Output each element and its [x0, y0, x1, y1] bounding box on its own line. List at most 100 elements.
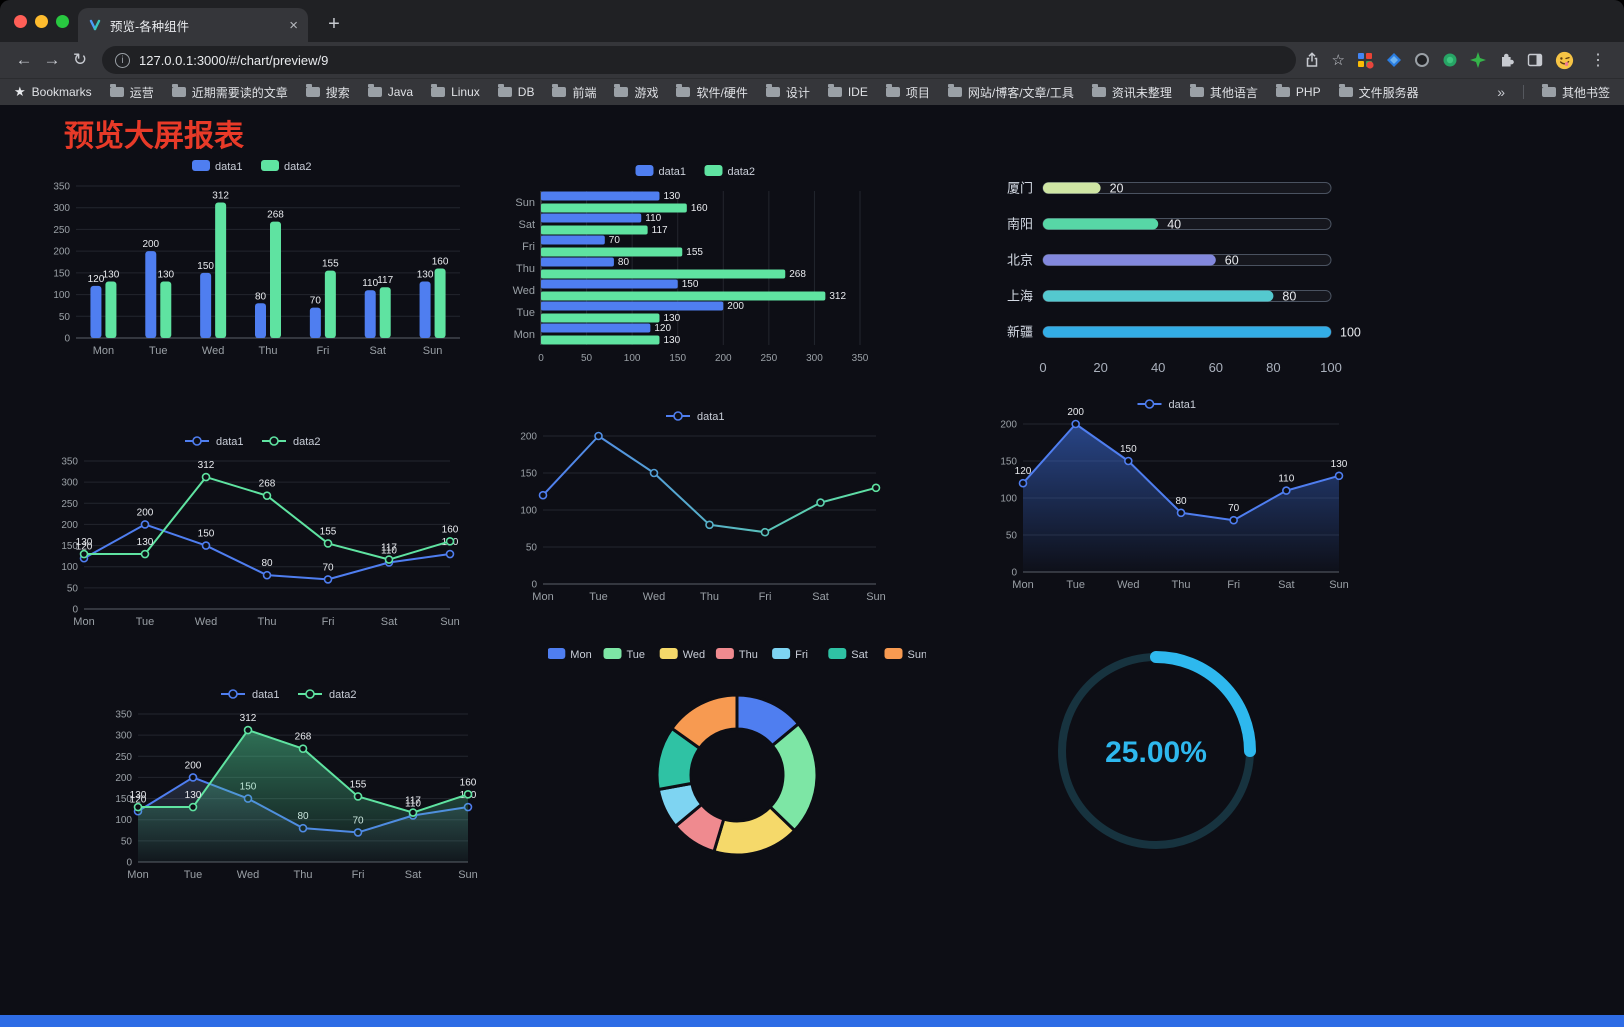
svg-text:Fri: Fri: [316, 345, 329, 357]
svg-text:Tue: Tue: [1066, 579, 1085, 591]
bookmark-folder[interactable]: 文件服务器: [1338, 84, 1419, 101]
bookmark-folder[interactable]: 前端: [552, 84, 596, 101]
svg-text:130: 130: [76, 537, 93, 548]
svg-text:150: 150: [1120, 444, 1137, 455]
svg-text:130: 130: [663, 313, 680, 324]
bookmarks-overflow-button[interactable]: »: [1497, 84, 1505, 100]
bookmark-folder[interactable]: 网站/博客/文章/工具: [947, 84, 1074, 101]
other-bookmarks-label: 其他书签: [1561, 85, 1610, 100]
svg-text:Sat: Sat: [381, 616, 398, 628]
svg-text:200: 200: [1000, 420, 1017, 431]
bookmark-folder[interactable]: 设计: [765, 84, 810, 101]
new-tab-button[interactable]: +: [328, 12, 340, 35]
bookmark-star-icon[interactable]: ☆: [1331, 52, 1345, 69]
svg-text:Mon: Mon: [514, 329, 535, 341]
window-controls: [14, 15, 69, 28]
svg-text:200: 200: [137, 507, 154, 518]
bookmark-folder[interactable]: 运营: [109, 84, 154, 101]
forward-button[interactable]: →: [43, 50, 61, 69]
folder-icon: [171, 84, 186, 97]
svg-text:Thu: Thu: [1172, 579, 1191, 591]
svg-text:Thu: Thu: [258, 616, 277, 628]
share-icon[interactable]: [1304, 52, 1320, 68]
bookmark-folder[interactable]: 近期需要读的文章: [171, 84, 288, 101]
profile-avatar[interactable]: [1555, 51, 1574, 70]
bookmark-folder[interactable]: 资讯未整理: [1091, 84, 1172, 101]
extensions-puzzle-icon[interactable]: [1498, 52, 1515, 69]
reload-button[interactable]: ↻: [72, 50, 88, 69]
extension-ring-icon[interactable]: [1414, 52, 1430, 68]
toolbar-right-icons: ☆: [1304, 50, 1614, 70]
close-window-button[interactable]: [14, 15, 27, 28]
browser-tab[interactable]: 预览-各种组件 ×: [78, 8, 308, 42]
bookmark-folder[interactable]: DB: [497, 84, 534, 99]
other-bookmarks-button[interactable]: 其他书签: [1541, 84, 1610, 101]
svg-text:100: 100: [53, 290, 70, 301]
svg-text:Sun: Sun: [1329, 579, 1349, 591]
svg-text:Wed: Wed: [202, 345, 224, 357]
svg-text:Wed: Wed: [195, 616, 217, 628]
bookmark-folder[interactable]: 软件/硬件: [676, 84, 748, 101]
browser-menu-icon[interactable]: ⋮: [1590, 52, 1606, 69]
bookmark-folder[interactable]: IDE: [827, 84, 868, 99]
svg-text:300: 300: [61, 478, 78, 489]
bookmarks-root-button[interactable]: ★ Bookmarks: [14, 84, 92, 100]
city-progress-chart: 厦门 20 南阳 40 北京 60 上海 80 新疆 100 0 20 40 60 80 100: [993, 160, 1365, 380]
extension-green-circle-icon[interactable]: [1442, 52, 1458, 68]
extension-star-icon[interactable]: [1470, 52, 1486, 68]
bookmark-folder[interactable]: 游戏: [614, 84, 658, 101]
folder-icon: [497, 84, 512, 97]
extension-grid-icon[interactable]: [1357, 52, 1374, 69]
folder-icon: [431, 84, 446, 97]
svg-text:Tue: Tue: [589, 591, 608, 603]
side-panel-icon[interactable]: [1527, 52, 1543, 68]
svg-text:155: 155: [686, 247, 703, 258]
svg-text:Sun: Sun: [908, 649, 927, 661]
bookmark-folder[interactable]: 项目: [885, 84, 930, 101]
url-text[interactable]: 127.0.0.1:3000/#/chart/preview/9: [139, 52, 329, 68]
dashboard-preview-page: 预览大屏报表 data1 data2 0 50 100 150 200 250 300 350 Mo…: [0, 105, 1624, 1015]
weekly-bar-chart: data1 data2 0 50 100 150 200 250 300 350 Mon Tue Wed…: [38, 150, 470, 362]
svg-text:data1: data1: [697, 411, 725, 423]
svg-text:Fri: Fri: [759, 591, 772, 603]
bookmarks-star-icon: ★: [14, 84, 26, 99]
site-info-icon[interactable]: i: [115, 52, 130, 68]
svg-text:300: 300: [53, 203, 70, 214]
bottom-accent-bar: [0, 1015, 1624, 1027]
address-bar[interactable]: i 127.0.0.1:3000/#/chart/preview/9: [102, 46, 1296, 74]
svg-text:0: 0: [531, 580, 537, 591]
svg-text:155: 155: [350, 779, 367, 790]
zoom-window-button[interactable]: [56, 15, 69, 28]
minimize-window-button[interactable]: [35, 15, 48, 28]
bookmark-folder[interactable]: Linux: [431, 84, 480, 99]
svg-text:200: 200: [1067, 407, 1084, 418]
extension-diamond-icon[interactable]: [1386, 52, 1402, 68]
svg-text:70: 70: [609, 235, 621, 246]
svg-text:100: 100: [115, 815, 132, 826]
svg-text:120: 120: [130, 794, 147, 805]
svg-text:100: 100: [1320, 360, 1342, 375]
bookmark-folder[interactable]: 其他语言: [1189, 84, 1258, 101]
bookmark-folder[interactable]: PHP: [1275, 84, 1321, 99]
bookmarks-bar: ★ Bookmarks 运营 近期需要读的文章 搜索 Java Linux DB 前端 游戏 软…: [0, 78, 1624, 105]
tab-close-icon[interactable]: ×: [289, 16, 298, 34]
svg-text:350: 350: [61, 457, 78, 468]
svg-text:Fri: Fri: [1227, 579, 1240, 591]
svg-text:Tue: Tue: [149, 345, 168, 357]
svg-text:Fri: Fri: [522, 241, 535, 253]
bookmark-folder[interactable]: Java: [367, 84, 413, 99]
svg-text:300: 300: [806, 353, 823, 364]
svg-text:Sat: Sat: [518, 219, 535, 231]
svg-text:160: 160: [460, 777, 477, 788]
svg-text:155: 155: [322, 259, 339, 270]
svg-text:130: 130: [185, 790, 202, 801]
svg-text:268: 268: [267, 210, 284, 221]
page-title: 预览大屏报表: [64, 120, 244, 153]
svg-text:Wed: Wed: [1117, 579, 1139, 591]
svg-text:200: 200: [53, 247, 70, 258]
back-button[interactable]: ←: [15, 50, 33, 69]
svg-text:100: 100: [1340, 326, 1361, 340]
svg-text:117: 117: [381, 543, 397, 554]
folder-icon: [367, 84, 382, 97]
bookmark-folder[interactable]: 搜索: [305, 84, 350, 101]
